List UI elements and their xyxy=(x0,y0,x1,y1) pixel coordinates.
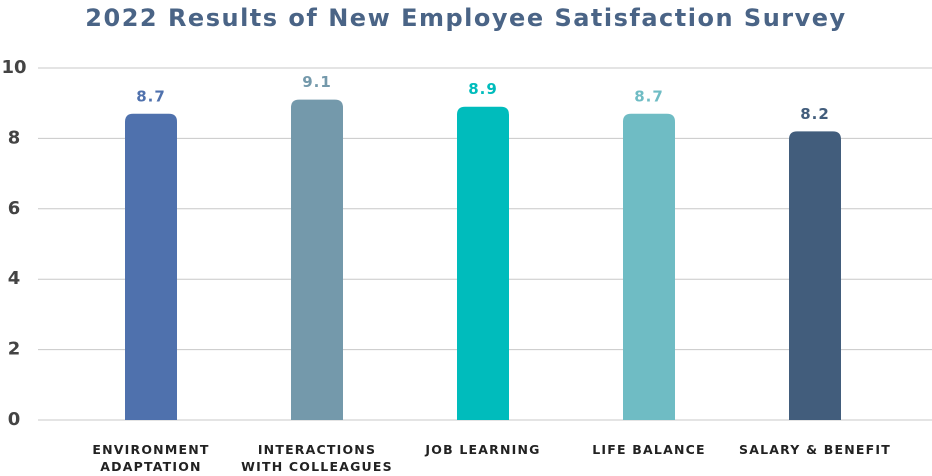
x-tick-label: LIFE BALANCE xyxy=(592,442,706,457)
value-label: 9.1 xyxy=(302,73,332,91)
chart-title: 2022 Results of New Employee Satisfactio… xyxy=(85,4,846,32)
x-tick-label: INTERACTIONS WITH COLLEAGUES xyxy=(241,442,393,474)
value-label: 8.9 xyxy=(468,80,498,98)
value-label: 8.7 xyxy=(634,87,664,105)
y-tick-label: 4 xyxy=(8,268,21,289)
bar xyxy=(457,106,509,420)
x-tick-label: SALARY & BENEFIT xyxy=(739,442,891,457)
bar xyxy=(623,113,675,420)
y-tick-label: 0 xyxy=(8,409,21,430)
value-label: 8.7 xyxy=(136,87,166,105)
y-tick-label: 2 xyxy=(8,339,21,360)
x-tick-label: JOB LEARNING xyxy=(425,442,541,457)
y-tick-label: 8 xyxy=(8,127,21,148)
x-tick-label: ENVIRONMENT ADAPTATION xyxy=(92,442,210,474)
bar xyxy=(291,99,343,421)
bar xyxy=(789,131,841,421)
y-tick-label: 6 xyxy=(8,198,21,219)
y-tick-label: 10 xyxy=(1,57,26,78)
value-label: 8.2 xyxy=(800,105,830,123)
bar xyxy=(125,113,177,420)
